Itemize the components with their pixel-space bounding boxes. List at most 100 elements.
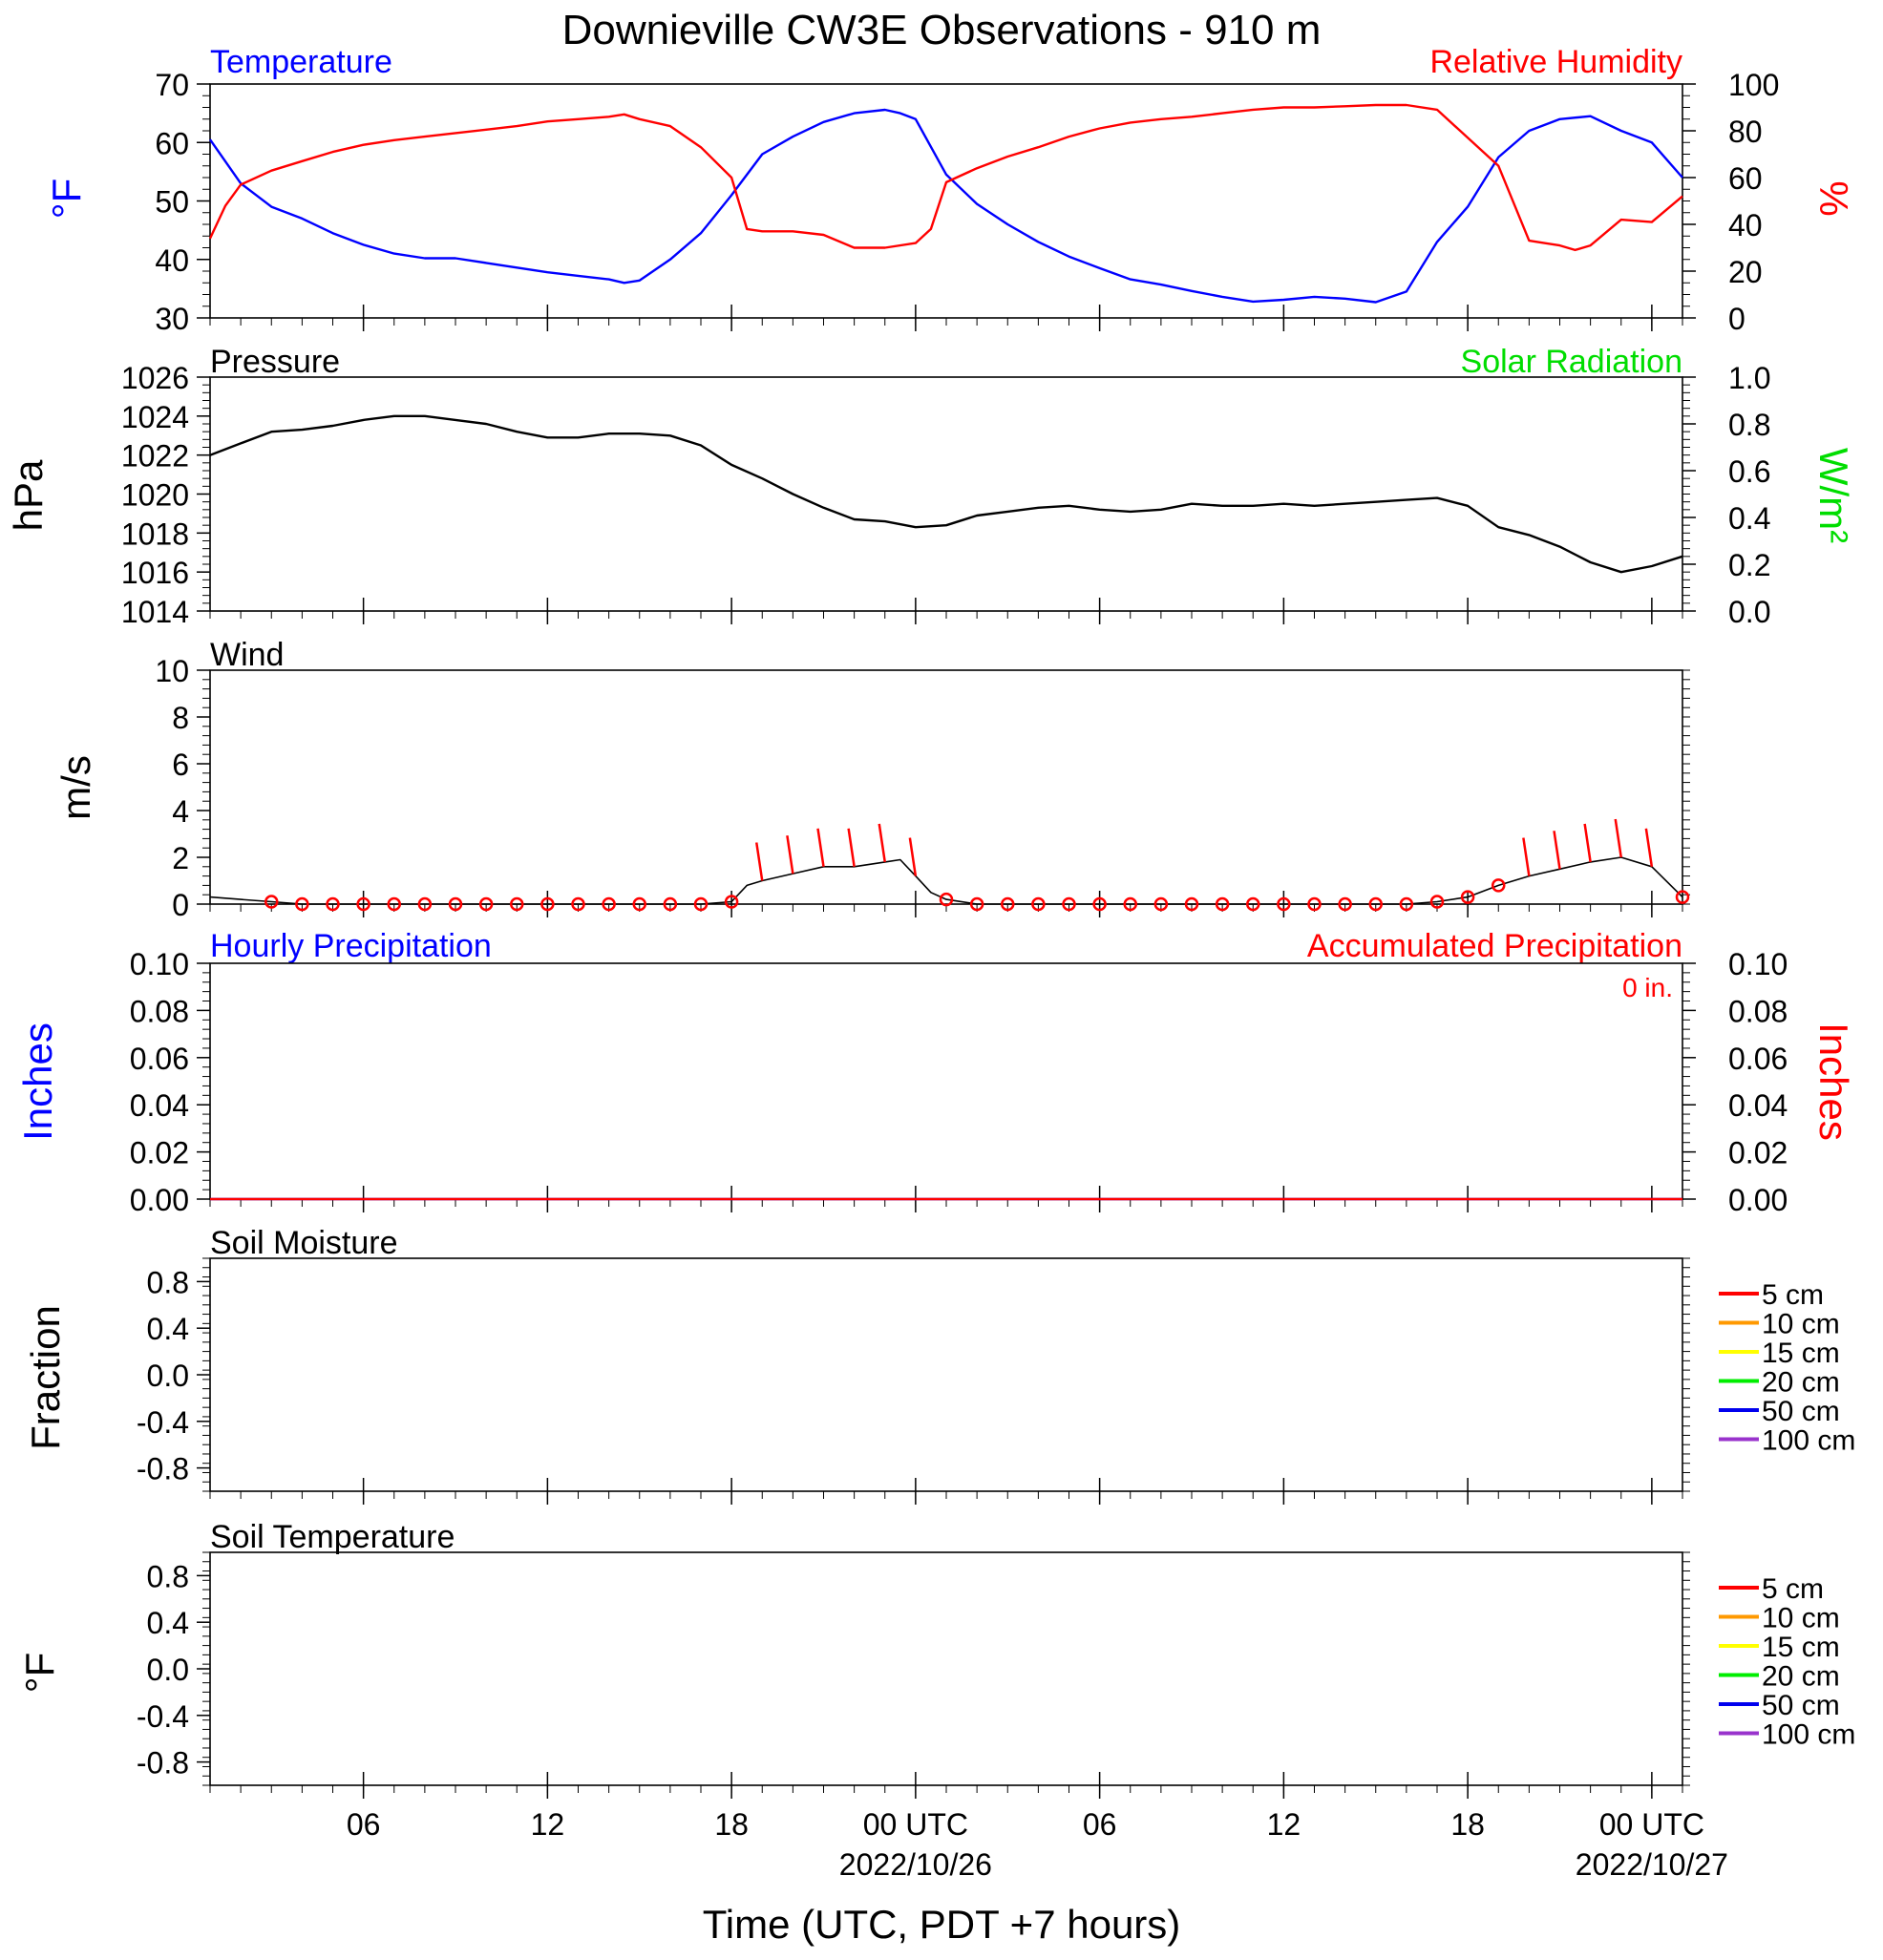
wind-calm-marker [540, 896, 555, 912]
temp_rh-right-tick-label: 100 [1728, 68, 1779, 102]
soil-legend-label: 10 cm [1762, 1309, 1840, 1340]
wind-calm-marker [264, 895, 279, 909]
wind-calm-marker [510, 896, 524, 912]
pressure-left-tick-label: 1016 [121, 556, 189, 590]
wind-barb [816, 828, 825, 867]
wind-calm-marker [693, 896, 709, 912]
wind-barb [786, 834, 794, 875]
wind-calm-marker [724, 895, 739, 909]
wind-barb [908, 837, 918, 876]
precip-left-tick-label: 0.10 [130, 947, 189, 981]
precip-right-tick-label: 0.10 [1728, 947, 1788, 981]
wind-calm-marker [1184, 896, 1199, 912]
wind-calm-marker [1307, 896, 1322, 912]
wind-barb [1522, 837, 1531, 876]
wind-unit-label: m/s [53, 755, 98, 820]
humidity-series [208, 103, 1683, 252]
soil-moisture-title: Soil Moisture [210, 1225, 398, 1261]
x-tick-label: 12 [1267, 1807, 1301, 1842]
precip-frame [209, 962, 1683, 1200]
wind-barb [878, 823, 886, 863]
temperature-title: Temperature [210, 44, 392, 80]
pressure-right-tick-label: 0.6 [1728, 454, 1770, 489]
soil-legend-label: 20 cm [1762, 1661, 1840, 1693]
wind-calm-marker [571, 896, 585, 912]
precip-right-tick-label: 0.00 [1728, 1183, 1788, 1217]
x-tick-label: 00 UTC [1599, 1807, 1704, 1842]
wind-barb [755, 842, 764, 881]
temperature-unit-label: °F [44, 179, 89, 219]
wind-calm-marker [602, 896, 616, 912]
soil-legend-label: 100 cm [1762, 1425, 1855, 1457]
soil_moisture-left-tick-label: 0.0 [147, 1359, 189, 1393]
wind-left-tick-label: 2 [172, 841, 189, 875]
chart-title: Downieville CW3E Observations - 910 m [562, 7, 1322, 53]
humidity-unit-label: % [1811, 180, 1856, 216]
precip-right-tick-label: 0.08 [1728, 994, 1788, 1028]
wind-calm-marker [1429, 895, 1445, 909]
accum-precip-title: Accumulated Precipitation [1307, 928, 1682, 964]
wind-calm-marker [1215, 896, 1230, 912]
wind-calm-marker [939, 892, 954, 907]
wind-calm-marker [1492, 878, 1506, 893]
pressure-left-tick-label: 1022 [121, 439, 189, 474]
wind-calm-marker [1460, 890, 1475, 904]
pressure-right-tick-label: 0.0 [1728, 595, 1770, 629]
wind-calm-marker [1092, 896, 1107, 912]
wind-calm-marker [1368, 896, 1383, 912]
wind-calm-marker [326, 896, 340, 912]
wind-calm-marker [1153, 896, 1169, 912]
wind-left-tick-label: 6 [172, 748, 189, 782]
pressure-unit-label: hPa [6, 459, 51, 531]
x-tick-label: 00 UTC [863, 1807, 968, 1842]
temp_rh-frame [209, 83, 1683, 319]
wind-barb [1644, 828, 1654, 867]
x-tick-label: 18 [714, 1807, 749, 1842]
humidity-title: Relative Humidity [1429, 44, 1682, 80]
soil_moisture-frame [209, 1257, 1683, 1492]
soil-temp-unit-label: °F [17, 1653, 62, 1693]
soil-legend-label: 15 cm [1762, 1338, 1840, 1369]
wind-left-tick-label: 10 [155, 654, 189, 688]
temp_rh-left-tick-label: 60 [155, 126, 189, 160]
soil_temp-frame [209, 1551, 1683, 1786]
wind-calm-marker [1338, 896, 1352, 912]
wind-calm-marker [632, 896, 646, 912]
temp_rh-right-tick-label: 60 [1728, 161, 1763, 196]
temp_rh-right-tick-label: 0 [1728, 302, 1745, 336]
soil_temp-left-tick-label: 0.0 [147, 1653, 189, 1687]
precip-left-unit-label: Inches [15, 1022, 60, 1141]
precip-left-tick-label: 0.08 [130, 994, 189, 1028]
pressure-left-tick-label: 1014 [121, 595, 189, 629]
precip-right-tick-label: 0.06 [1728, 1042, 1788, 1076]
precip-right-unit-label: Inches [1811, 1022, 1856, 1141]
wind-barb [1614, 818, 1622, 858]
pressure-right-tick-label: 0.2 [1728, 548, 1770, 582]
x-tick-label: 18 [1450, 1807, 1485, 1842]
wind-calm-marker [1675, 890, 1690, 904]
precip-left-tick-label: 0.00 [130, 1183, 189, 1217]
wind-calm-marker [663, 896, 678, 912]
precip-left-tick-label: 0.06 [130, 1042, 189, 1076]
solar-unit-label: W/m² [1811, 448, 1856, 543]
temp_rh-left-tick-label: 50 [155, 185, 189, 220]
temp_rh-right-tick-label: 40 [1728, 208, 1763, 242]
wind-barb [847, 828, 856, 867]
temp_rh-left-tick-label: 40 [155, 243, 189, 278]
temp_rh-right-tick-label: 80 [1728, 115, 1763, 149]
x-tick-label: 06 [1083, 1807, 1117, 1842]
soil-moisture-unit-label: Fraction [23, 1305, 68, 1450]
x-tick-date-label: 2022/10/26 [839, 1847, 992, 1882]
soil_temp-left-tick-label: -0.4 [137, 1699, 189, 1734]
soil_moisture-left-tick-label: 0.8 [147, 1265, 189, 1299]
x-tick-date-label: 2022/10/27 [1576, 1847, 1728, 1882]
soil-legend-label: 5 cm [1762, 1573, 1824, 1605]
wind-speed-series [209, 856, 1683, 905]
wind-calm-marker [1277, 896, 1291, 912]
wind-calm-marker [969, 896, 984, 912]
precip-right-tick-label: 0.04 [1728, 1088, 1788, 1123]
soil-legend-label: 50 cm [1762, 1690, 1840, 1721]
x-axis-label: Time (UTC, PDT +7 hours) [703, 1902, 1181, 1947]
